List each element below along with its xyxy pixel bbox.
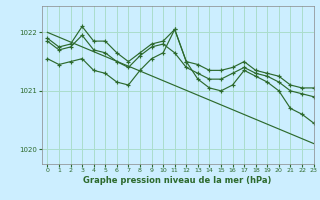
X-axis label: Graphe pression niveau de la mer (hPa): Graphe pression niveau de la mer (hPa) [84,176,272,185]
